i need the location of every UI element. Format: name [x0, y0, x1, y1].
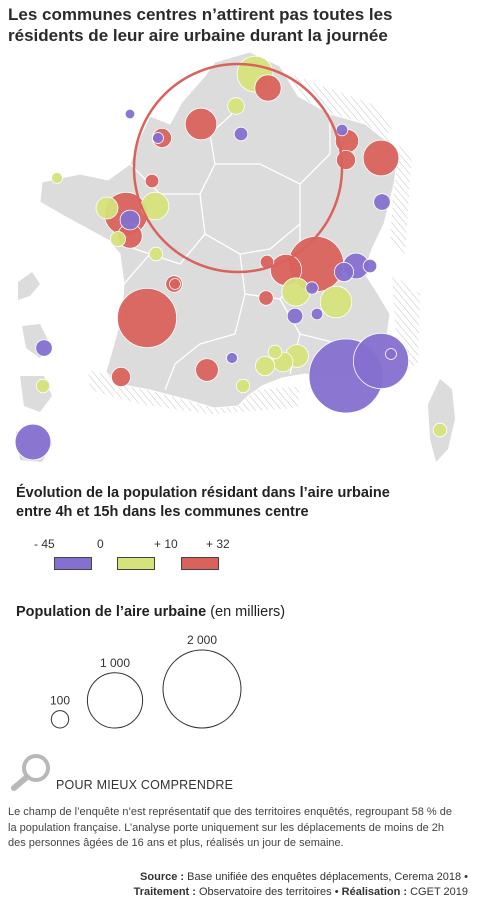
note-text: Le champ de l’enquête n’est représentati… — [8, 805, 470, 852]
note-line-3: des personnes âgées de 16 ans et plus, r… — [8, 837, 344, 849]
urban-area-circle-stable — [432, 422, 448, 438]
treatment-line: Traitement : Observatoire des territoire… — [134, 885, 468, 900]
swatch-stable — [117, 557, 155, 570]
urban-area-circle-increase — [362, 139, 400, 177]
corsica — [428, 379, 455, 462]
paris-highlight-ring — [132, 62, 344, 274]
urban-area-circle-decrease — [152, 132, 164, 144]
urban-area-circle-decrease — [385, 348, 397, 360]
urban-area-symbols — [14, 55, 448, 461]
source-text: Base unifiée des enquêtes déplacements, … — [187, 871, 468, 883]
urban-area-circle-stable — [35, 378, 51, 394]
map-title: Les communes centres n’attirent pas tout… — [8, 5, 393, 45]
urban-area-circle-stable — [227, 97, 245, 115]
urban-area-circle-stable — [267, 344, 283, 360]
note-heading: POUR MIEUX COMPRENDRE — [56, 778, 234, 792]
urban-area-circle-stable — [281, 277, 311, 307]
urban-area-circle-increase — [144, 173, 160, 189]
urban-area-circle-decrease — [233, 126, 249, 142]
urban-area-circle-stable — [254, 355, 275, 376]
size-legend-label-2000: 2 000 — [187, 633, 217, 647]
urban-area-circle-increase — [117, 287, 178, 348]
color-legend-label-max: + 32 — [206, 537, 230, 551]
urban-area-circle-stable — [235, 378, 251, 394]
size-legend-label-1000: 1 000 — [100, 656, 130, 670]
color-legend-label-zero: 0 — [97, 537, 104, 551]
hatch-germany — [380, 134, 412, 254]
urban-area-circle-decrease — [310, 307, 324, 321]
urban-area-circle-increase — [184, 107, 218, 141]
size-legend-unit: (en milliers) — [210, 604, 286, 620]
production-text: CGET 2019 — [410, 886, 468, 898]
urban-area-circle-increase — [195, 358, 219, 382]
urban-area-circle-decrease — [226, 352, 238, 364]
urban-area-circle-stable — [51, 172, 63, 184]
urban-area-circle-decrease — [373, 193, 391, 211]
treatment-label: Traitement : — [133, 886, 196, 898]
note-line-2: la population française. L’analyse porte… — [8, 821, 444, 834]
size-legend-title: Population de l’aire urbaine (en millier… — [16, 603, 285, 622]
source-credits: Source : Base unifiée des enquêtes dépla… — [134, 870, 468, 900]
swatch-increase — [181, 557, 219, 570]
urban-area-circle-decrease — [124, 108, 136, 120]
france-map — [14, 51, 455, 462]
size-legend-circle-100 — [50, 710, 70, 729]
magnifier-icon — [11, 754, 50, 791]
treatment-text: Observatoire des territoires • — [199, 886, 339, 898]
urban-area-circle-stable — [319, 285, 353, 319]
urban-area-circle-decrease — [335, 123, 349, 137]
source-label: Source : — [140, 871, 185, 883]
urban-area-circle-increase — [111, 366, 132, 387]
color-legend-label-ten: + 10 — [154, 537, 178, 551]
size-legend: 100 1 000 2 000 — [50, 633, 242, 729]
urban-area-circle-increase — [335, 150, 356, 171]
urban-area-circle-increase — [258, 290, 274, 306]
overseas-guadeloupe — [18, 272, 40, 300]
urban-area-circle-stable — [95, 196, 119, 220]
urban-area-circle-stable — [148, 246, 164, 262]
source-line: Source : Base unifiée des enquêtes dépla… — [134, 870, 468, 885]
size-legend-label-100: 100 — [50, 694, 70, 708]
urban-area-circle-decrease — [333, 261, 354, 282]
urban-area-circle-decrease — [352, 332, 409, 389]
size-legend-circle-2000 — [162, 649, 242, 729]
color-legend-title-line2: entre 4h et 15h dans les communes centre — [16, 504, 309, 520]
production-label: Réalisation : — [341, 886, 408, 898]
urban-area-circle-decrease — [35, 339, 53, 357]
urban-area-circle-increase — [169, 278, 181, 290]
size-legend-circle-1000 — [86, 672, 144, 729]
urban-area-circle-decrease — [362, 258, 378, 274]
urban-area-circle-decrease — [305, 281, 319, 295]
urban-area-circle-increase — [254, 74, 282, 102]
urban-area-circle-decrease — [286, 307, 304, 325]
urban-area-circle-decrease — [14, 423, 52, 461]
note-line-1: Le champ de l’enquête n’est représentati… — [8, 806, 452, 818]
color-legend-label-min: - 45 — [34, 537, 55, 551]
color-legend-title-line1: Évolution de la population résidant dans… — [16, 485, 390, 501]
urban-area-circle-decrease — [119, 209, 141, 231]
size-legend-title-text: Population de l’aire urbaine — [16, 604, 207, 620]
urban-area-circle-stable — [110, 230, 127, 247]
swatch-decrease — [54, 557, 92, 570]
